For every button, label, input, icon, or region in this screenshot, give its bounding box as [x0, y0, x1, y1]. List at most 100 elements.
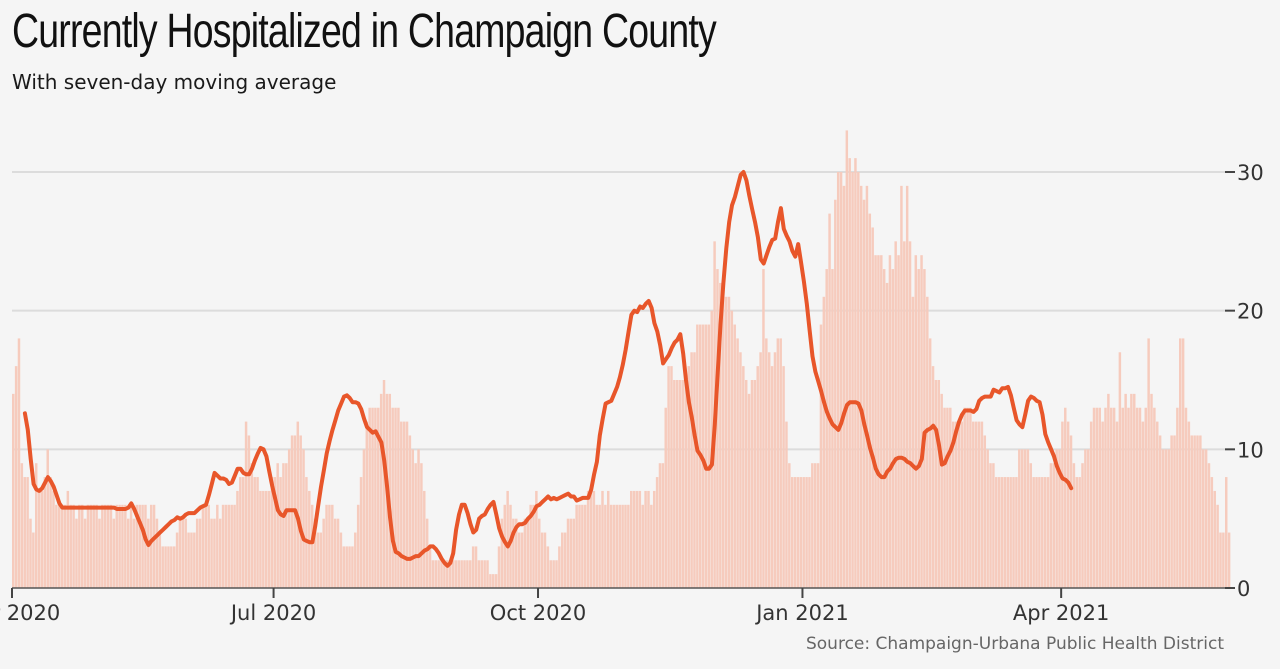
daily-bar	[141, 504, 144, 588]
daily-bar	[190, 532, 193, 588]
daily-bar	[624, 504, 627, 588]
y-tick-label: 0	[1237, 577, 1250, 601]
daily-bar	[589, 490, 593, 588]
daily-bar	[210, 518, 213, 588]
daily-bar	[247, 435, 251, 588]
daily-bar	[480, 560, 484, 588]
daily-bar	[446, 560, 449, 588]
daily-bar	[23, 477, 26, 588]
daily-bar	[989, 463, 992, 588]
daily-bar	[319, 532, 323, 588]
daily-bar	[747, 393, 751, 588]
daily-bar	[773, 352, 777, 588]
daily-bar	[647, 490, 650, 588]
daily-bar	[1184, 407, 1188, 588]
daily-bar	[267, 490, 271, 588]
daily-bar	[1112, 407, 1116, 588]
daily-bar	[1061, 421, 1064, 588]
daily-bar	[770, 366, 774, 588]
daily-bar	[26, 477, 29, 588]
daily-bar	[977, 421, 981, 588]
daily-bar	[471, 546, 475, 588]
daily-bar	[434, 560, 438, 588]
daily-bar	[428, 546, 432, 588]
daily-bar	[1078, 477, 1081, 588]
daily-bar	[684, 380, 688, 588]
daily-bar	[109, 504, 113, 588]
daily-bar	[437, 560, 440, 588]
daily-bar	[661, 463, 665, 588]
daily-bar	[1207, 463, 1211, 588]
daily-bar	[161, 546, 164, 588]
daily-bar	[132, 518, 136, 588]
daily-bar	[282, 463, 285, 588]
daily-bar	[641, 504, 644, 588]
daily-bar	[1029, 463, 1033, 588]
daily-bar	[356, 504, 360, 588]
daily-bar	[285, 463, 288, 588]
daily-bar	[868, 213, 872, 588]
daily-bar	[949, 407, 952, 588]
daily-bar	[325, 504, 328, 588]
daily-bar	[992, 463, 995, 588]
daily-bar	[704, 324, 708, 588]
daily-bar	[974, 421, 978, 588]
daily-bar	[1204, 449, 1208, 588]
daily-bar	[469, 560, 472, 588]
daily-bar	[664, 407, 667, 588]
daily-bar	[170, 546, 173, 588]
y-tick-label: 30	[1237, 161, 1264, 185]
daily-bar	[310, 504, 314, 588]
daily-bar	[848, 158, 851, 588]
daily-bar	[1124, 393, 1127, 588]
daily-bar	[500, 518, 504, 588]
daily-bar	[34, 463, 38, 588]
daily-bar	[681, 380, 685, 588]
daily-bar	[538, 518, 541, 588]
daily-bar	[845, 130, 849, 588]
daily-bar	[512, 518, 515, 588]
daily-bar	[273, 477, 277, 588]
daily-bar	[121, 504, 124, 588]
daily-bar	[451, 560, 455, 588]
daily-bar	[1118, 352, 1122, 588]
daily-bar	[730, 310, 734, 588]
daily-bar	[328, 504, 331, 588]
daily-bar	[931, 366, 935, 588]
daily-bar	[687, 366, 690, 588]
daily-bar	[920, 255, 923, 588]
daily-bar	[1052, 463, 1056, 588]
daily-bar	[46, 449, 49, 588]
daily-bar	[80, 504, 84, 588]
daily-bar	[115, 504, 118, 588]
daily-bar	[440, 560, 443, 588]
daily-bar	[776, 338, 780, 588]
daily-bar	[1156, 421, 1159, 588]
daily-bar	[555, 560, 558, 588]
daily-bar	[1098, 407, 1102, 588]
daily-bar	[721, 296, 725, 588]
daily-bar	[1153, 407, 1156, 588]
daily-bar	[940, 393, 943, 588]
daily-bar	[86, 504, 90, 588]
daily-bar	[1216, 504, 1219, 588]
daily-bar	[250, 463, 254, 588]
daily-bar	[865, 185, 869, 588]
daily-bar	[894, 241, 897, 589]
daily-bar	[509, 504, 512, 588]
daily-bar	[1199, 435, 1202, 588]
daily-bar	[540, 532, 544, 588]
daily-bar	[98, 518, 101, 588]
daily-bar	[926, 296, 929, 588]
daily-bar	[546, 546, 550, 588]
daily-bar	[351, 546, 354, 588]
daily-bar	[612, 504, 616, 588]
daily-bar	[1003, 477, 1007, 588]
daily-bar	[377, 407, 380, 588]
daily-bar	[374, 407, 377, 588]
daily-bar	[1196, 435, 1199, 588]
daily-bar	[857, 172, 860, 588]
daily-bar	[759, 352, 762, 588]
daily-bar	[1023, 449, 1027, 588]
daily-bar	[118, 504, 121, 588]
